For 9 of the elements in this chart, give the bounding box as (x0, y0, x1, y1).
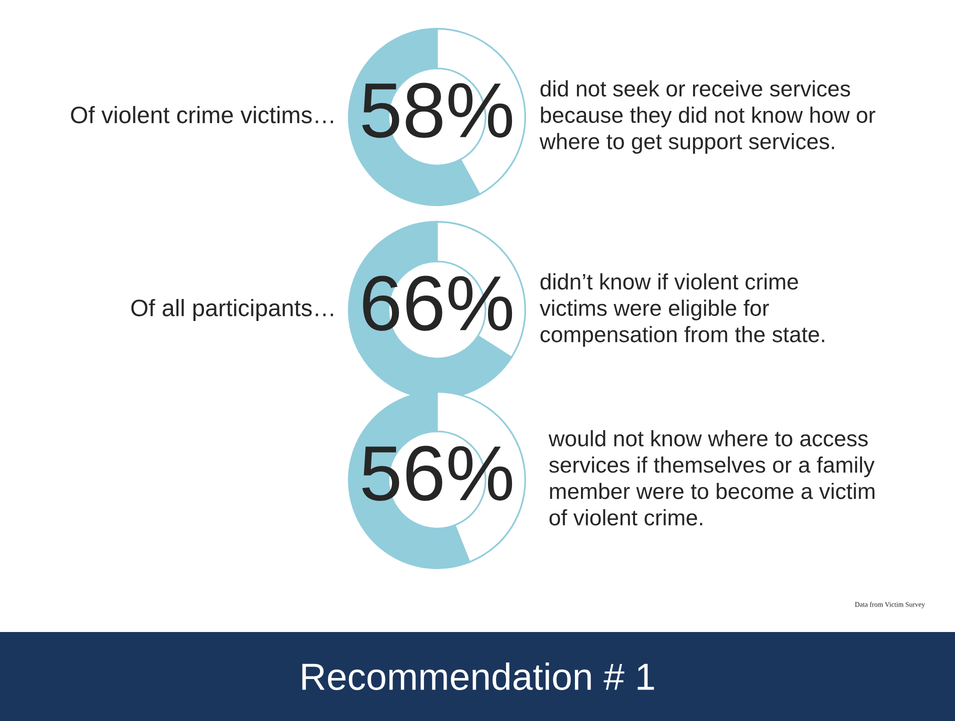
text: Of violent crime victims… (71, 106, 334, 124)
data-label: 58% (362, 82, 512, 138)
text: didn’t know if violent crime victims were eligible for compensation from the state. (540, 273, 824, 347)
text: Of all participants… (131, 298, 334, 322)
text: would not know where to access services if themselves or a family member were to become a victim of violent crime. (548, 430, 875, 526)
text: did not seek or receive services because they did not know how or where to get support services. (540, 80, 876, 154)
data-label: 66% (363, 276, 512, 331)
data-label: 56% (362, 446, 512, 501)
text: Recommendation # 1 (302, 662, 654, 690)
